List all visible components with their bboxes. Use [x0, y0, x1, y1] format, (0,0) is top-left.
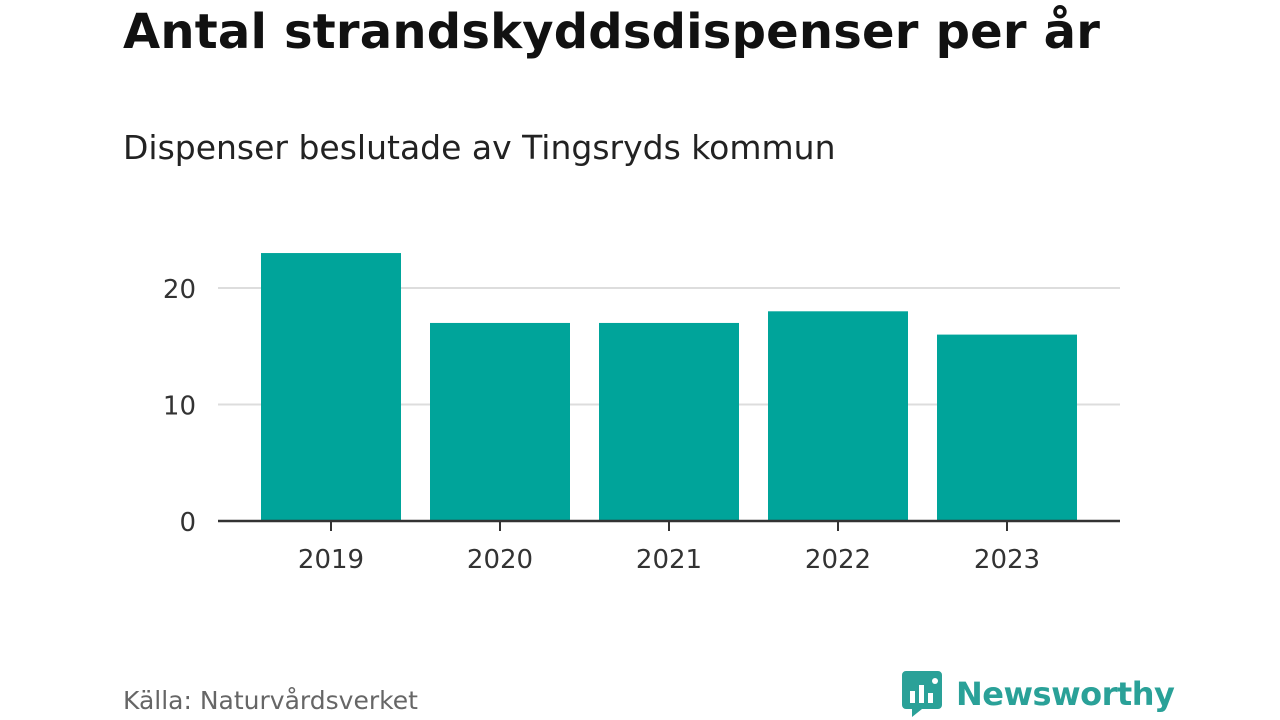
newsworthy-logo-icon: [902, 671, 942, 717]
chart-subtitle: Dispenser beslutade av Tingsryds kommun: [123, 128, 836, 167]
bar-2019: [261, 253, 401, 522]
x-tick-label: 2023: [974, 545, 1040, 575]
x-tick-label: 2019: [298, 545, 364, 575]
source-note: Källa: Naturvårdsverket: [123, 686, 418, 715]
y-tick-label: 10: [163, 392, 196, 422]
bar-2021: [599, 322, 739, 521]
bar-2023: [937, 334, 1077, 521]
brand-name: Newsworthy: [956, 675, 1175, 713]
y-tick-label: 0: [179, 508, 196, 538]
brand-logo: Newsworthy: [902, 670, 1175, 718]
bar-2022: [768, 311, 908, 521]
x-tick-label: 2021: [636, 545, 702, 575]
bar-2020: [430, 322, 570, 521]
x-tick-label: 2020: [467, 545, 533, 575]
y-tick-label: 20: [163, 275, 196, 305]
x-tick-label: 2022: [805, 545, 871, 575]
chart-title: Antal strandskyddsdispenser per år: [123, 4, 1101, 60]
